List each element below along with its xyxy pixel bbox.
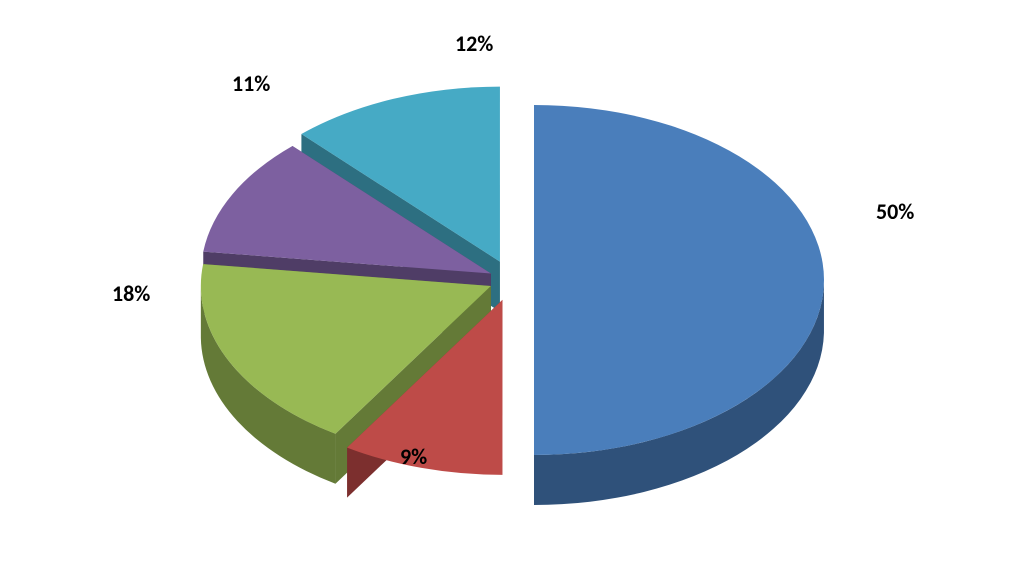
pie-label-1: 9% bbox=[400, 443, 427, 470]
pie-label-3: 11% bbox=[232, 70, 270, 97]
pie-label-0: 50% bbox=[876, 198, 914, 225]
pie-slice-0 bbox=[534, 105, 824, 505]
pie-label-4: 12% bbox=[455, 30, 493, 57]
pie-chart-3d: 50% 9% 18% 11% 12% bbox=[0, 0, 1024, 583]
pie-label-2: 18% bbox=[112, 280, 150, 307]
